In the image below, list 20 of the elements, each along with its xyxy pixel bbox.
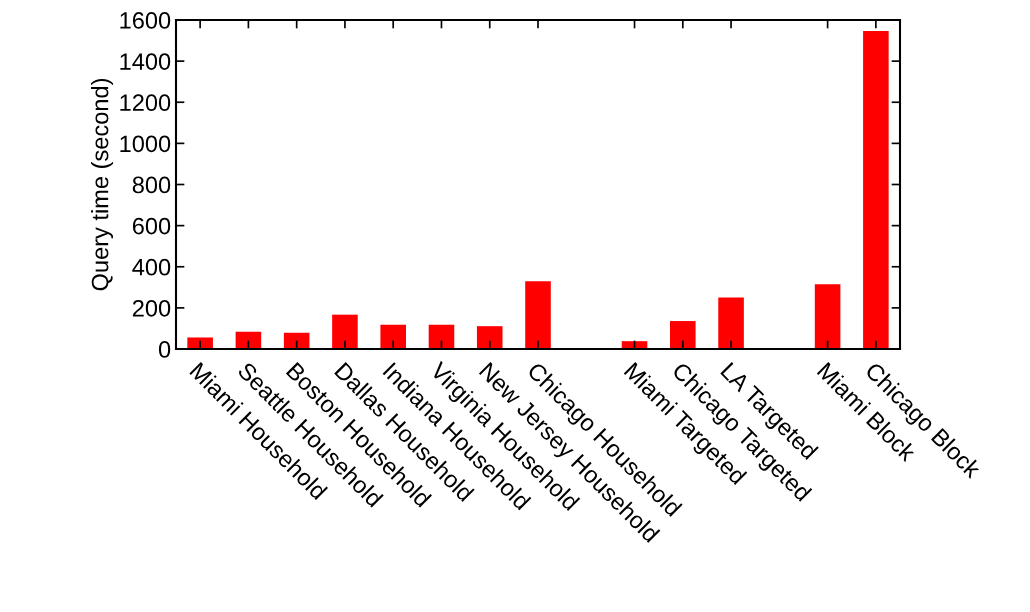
bar — [670, 321, 696, 349]
y-tick-label: 200 — [132, 299, 171, 317]
y-axis-title: Query time (second) — [91, 79, 114, 291]
y-tick-label: 400 — [132, 258, 171, 276]
y-tick-label: 1400 — [120, 53, 171, 70]
y-tick-label: 1600 — [120, 12, 171, 29]
bar — [428, 324, 455, 349]
bar — [380, 324, 406, 349]
y-tick-label: 0 — [158, 341, 171, 358]
bar — [332, 314, 358, 349]
y-tick-label: 1200 — [120, 94, 171, 112]
bar — [476, 326, 503, 349]
bar — [718, 297, 744, 349]
bar — [863, 30, 889, 349]
bar — [525, 281, 551, 349]
y-tick-label: 1000 — [120, 135, 171, 153]
y-tick-label: 600 — [132, 217, 171, 235]
bar — [187, 337, 213, 349]
bar — [814, 284, 841, 349]
y-tick-label: 800 — [132, 176, 171, 194]
